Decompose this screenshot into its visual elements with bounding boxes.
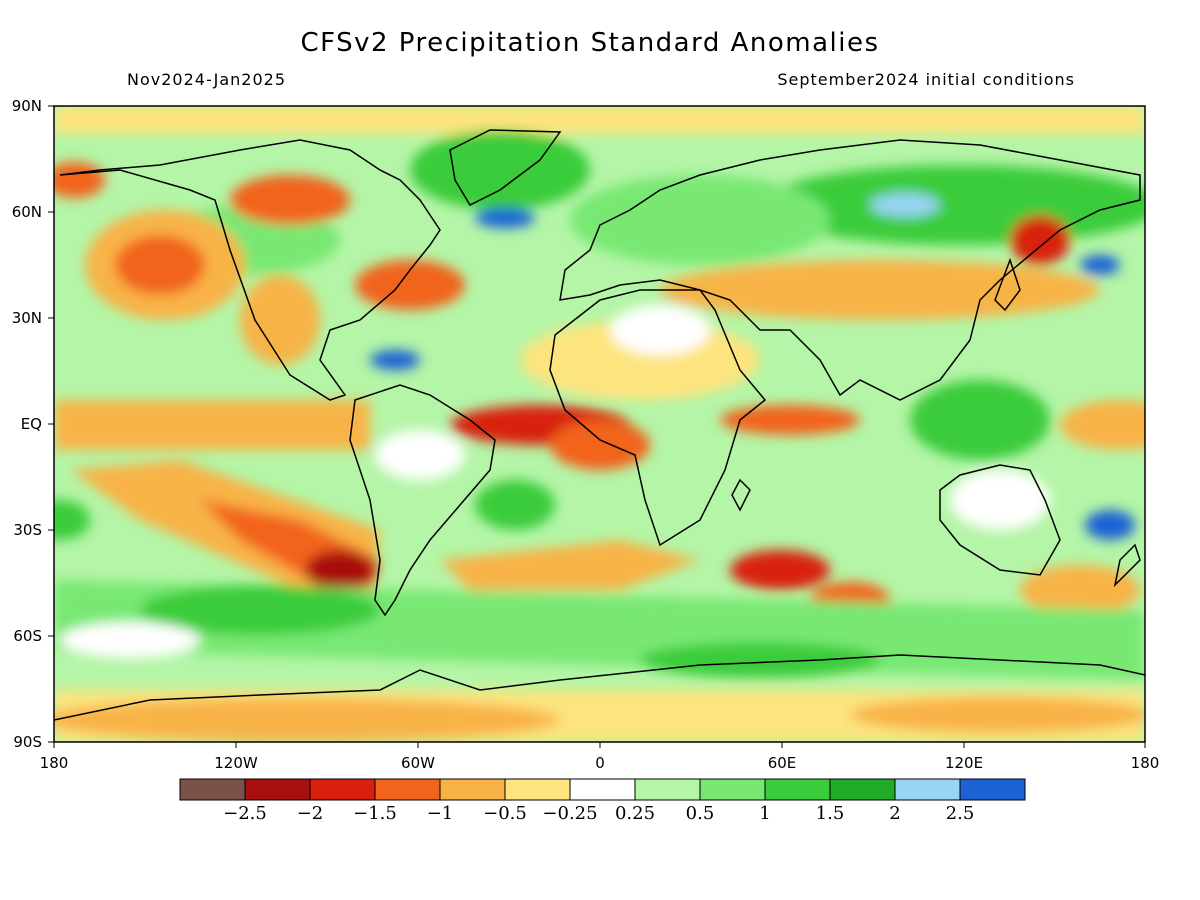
color-bar-swatch — [504, 778, 571, 801]
color-bar-swatch — [634, 778, 701, 801]
color-bar-label: −1 — [427, 803, 454, 824]
color-bar-label: −2.5 — [223, 803, 267, 824]
color-bar-swatch — [894, 778, 961, 801]
color-bar-label: 0.25 — [615, 803, 655, 824]
lon-label-0: 0 — [595, 754, 605, 772]
color-bar-swatch — [244, 778, 311, 801]
lat-label-90s: 90S — [13, 733, 42, 751]
color-bar-label: 2 — [889, 803, 900, 824]
color-bar-label: −0.25 — [542, 803, 597, 824]
color-bar-swatch — [179, 778, 246, 801]
color-bar-label: 1 — [759, 803, 770, 824]
coastline-south-america — [349, 384, 496, 617]
coastline-africa — [549, 289, 767, 547]
coastlines — [54, 129, 1145, 721]
color-bar-swatch — [699, 778, 766, 801]
initial-conditions-label: September2024 initial conditions — [777, 70, 1075, 89]
lat-label-60n: 60N — [12, 203, 42, 221]
coastline-australia — [939, 464, 1061, 576]
color-bar: −2.5 −2 −1.5 −1 −0.5 −0.25 0.25 0.5 1 1.5 2 2.5 — [179, 778, 1026, 824]
color-bar-swatch — [764, 778, 831, 801]
color-bar-label: −1.5 — [353, 803, 397, 824]
lat-label-30s: 30S — [13, 521, 42, 539]
color-bar-swatch — [829, 778, 896, 801]
coastline-new-zealand — [1113, 543, 1141, 588]
coastline-japan — [994, 257, 1021, 312]
color-bar-swatch — [309, 778, 376, 801]
color-bar-swatch — [569, 778, 636, 801]
color-bar-label: 2.5 — [946, 803, 975, 824]
lon-label-60w: 60W — [401, 754, 435, 772]
lon-label-60e: 60E — [768, 754, 797, 772]
coastline-eurasia — [559, 139, 1141, 401]
lat-axis: 90N 60N 30N EQ 30S 60S 90S — [12, 97, 54, 751]
color-bar-swatch — [374, 778, 441, 801]
lon-label-120e: 120E — [945, 754, 983, 772]
lon-axis: 180 120W 60W 0 60E 120E 180 — [40, 742, 1160, 772]
coastline-greenland — [449, 129, 562, 206]
forecast-period: Nov2024-Jan2025 — [127, 70, 286, 89]
color-bar-label: 1.5 — [816, 803, 845, 824]
coastline-madagascar — [731, 478, 751, 512]
lat-label-eq: EQ — [21, 415, 42, 433]
color-bar-label: −2 — [297, 803, 324, 824]
lon-label-180e: 180 — [1131, 754, 1160, 772]
lat-label-30n: 30N — [12, 309, 42, 327]
anomaly-field — [54, 106, 1145, 742]
lon-label-120w: 120W — [214, 754, 258, 772]
color-bar-label: −0.5 — [483, 803, 527, 824]
color-bar-swatch — [959, 778, 1026, 801]
lon-label-180w: 180 — [40, 754, 69, 772]
lat-label-90n: 90N — [12, 97, 42, 115]
color-bar-label: 0.5 — [686, 803, 715, 824]
lat-label-60s: 60S — [13, 627, 42, 645]
coastline-antarctica — [54, 654, 1145, 721]
color-bar-swatch — [439, 778, 506, 801]
coastline-north-america — [59, 139, 441, 401]
map-title: CFSv2 Precipitation Standard Anomalies — [300, 28, 880, 58]
